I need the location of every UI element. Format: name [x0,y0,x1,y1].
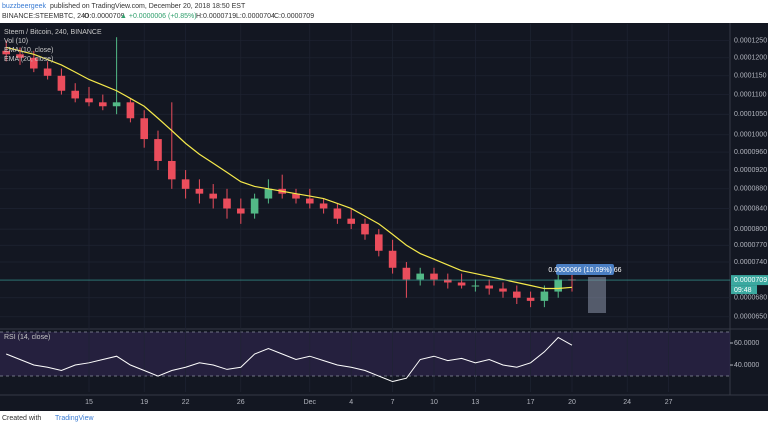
countdown-tag [731,285,757,295]
measure-label: 0.0000066 (10.09%) 66 [548,267,621,274]
x-tick-label: 15 [85,399,93,406]
y-tick-label: 0.0001100 [734,91,767,98]
x-tick-label: 13 [471,399,479,406]
x-tick-label: 4 [349,399,353,406]
published: published on TradingView.com, December 2… [50,3,246,10]
indicator-label: Vol (10) [4,38,28,45]
candle-body [223,198,231,209]
symbol: BINANCE:STEEMBTC, 240 [2,13,89,20]
candle-body [292,193,300,199]
candle-body [30,57,38,69]
countdown-label: 09:48 [734,287,752,294]
y-tick-label: 0.0001050 [734,111,767,118]
x-tick-label: 20 [568,399,576,406]
candle-body [85,98,93,103]
indicator-label: EMA (20, close) [4,56,53,63]
y-tick-label: 0.0001150 [734,73,767,80]
candle-body [264,188,273,199]
measure-range [588,277,606,313]
candle-body [71,90,80,99]
y-tick-label: 0.0000650 [734,314,767,321]
y-tick-label: 0.0001200 [734,55,767,62]
candle-body [209,193,217,199]
y-tick-label: 0.0000680 [734,295,767,302]
candle-body [16,54,24,58]
ohlc-high: H:0.0000719 [196,13,236,20]
candle-body [140,118,149,140]
candle-body [471,285,480,287]
rsi-tick-label: 40.0000 [734,362,759,369]
candle-body [499,288,507,292]
author[interactable]: buzzbeergeek [2,3,46,10]
y-tick-label: 0.0000960 [734,149,767,156]
y-tick-label: 0.0001000 [734,132,767,139]
candle-body [99,102,107,107]
candle-body [250,198,259,214]
plot: 0.0001250 0.0001200 0.0001150 0.0001100 0.00… [0,24,768,406]
candle-body [444,279,452,283]
candle-body [388,250,397,268]
ohlc-low: L:0.0000704 [236,13,275,20]
candle-body [43,68,52,76]
x-tick-label: 7 [391,399,395,406]
candle-body [168,160,176,180]
candle-body [513,291,521,298]
candle-body [375,234,383,251]
footer-prefix: Created with [2,415,41,422]
y-tick-label: 0.0000800 [734,226,767,233]
candle-body [361,223,369,235]
y-tick-label: 0.0000840 [734,205,767,212]
candle-body [319,203,328,209]
candle-body [181,179,190,189]
candle-body [2,50,11,55]
y-tick-label: 0.0000740 [734,259,767,266]
x-tick-label: 19 [140,399,148,406]
candle-body [347,218,355,224]
x-tick-label: 27 [665,399,673,406]
x-tick-label: 17 [527,399,535,406]
y-tick-label: 0.0000920 [734,167,767,174]
ohlc-change: ▲ +0.0000006 (+0.85%) [120,13,197,20]
ohlc-close: C:0.0000709 [274,13,314,20]
candle-body [554,279,562,292]
y-tick-label: 0.0000880 [734,186,767,193]
candle-body [126,102,135,119]
candle-body [485,285,493,289]
candle-body [526,297,535,301]
y-tick-label: 0.0000770 [734,242,767,249]
candle-body [333,208,342,219]
rsi-line [6,336,573,383]
candle-body [402,267,411,280]
candle-body [306,198,314,204]
x-tick-label: Dec [304,399,317,406]
chart-title: Steem / Bitcoin, 240, BINANCE [4,29,102,36]
candle-body [540,291,549,301]
last-price-label: 0.0000709 [734,277,767,284]
measure-box [556,264,614,275]
ohlc-open: O:0.0000709 [84,13,125,20]
candle-body [416,273,424,280]
candle-body [195,188,204,194]
candle-body [237,208,245,214]
rsi-label: RSI (14, close) [4,334,50,341]
candle-body [457,282,466,286]
x-tick-label: 22 [182,399,190,406]
ema-line [6,46,573,290]
candle-body [112,102,121,107]
y-tick-label: 0.0001250 [734,37,767,44]
rsi-band [0,331,730,377]
indicator-label: EMA (10, close) [4,47,53,54]
x-tick-label: 10 [430,399,438,406]
rsi-tick-label: 60.0000 [734,340,759,347]
x-tick-label: 24 [623,399,631,406]
last-price-tag [731,275,768,286]
x-tick-label: 26 [237,399,245,406]
candle-body [57,75,66,91]
candle-body [154,139,162,161]
candle-body [430,273,438,280]
footer-brand[interactable]: TradingView [55,415,94,422]
